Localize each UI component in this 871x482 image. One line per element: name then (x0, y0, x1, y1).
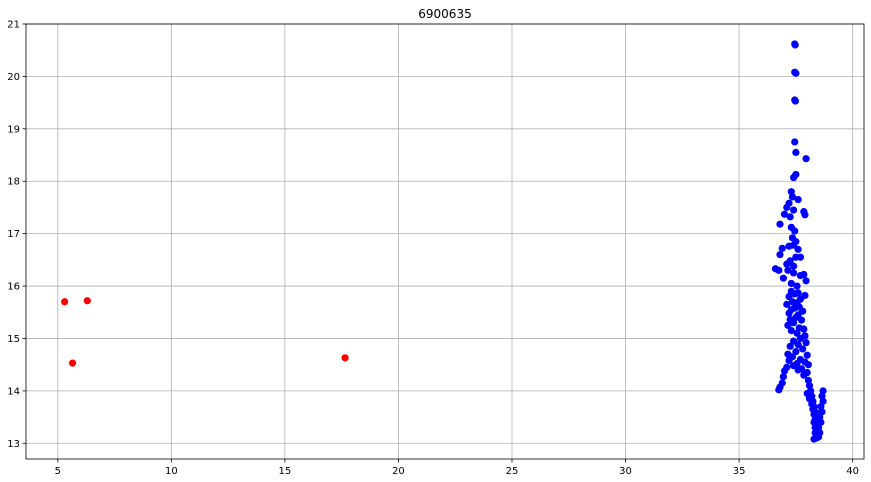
data-point (784, 266, 792, 274)
data-point (793, 329, 801, 337)
data-point (778, 244, 786, 252)
data-point (802, 277, 810, 285)
y-tick-label: 15 (7, 334, 20, 345)
data-point (785, 356, 793, 365)
data-point (789, 173, 798, 182)
data-point (786, 213, 794, 221)
data-point (794, 341, 802, 349)
data-point (775, 386, 783, 394)
series-1 (771, 40, 827, 443)
data-point (796, 253, 805, 261)
data-point (789, 319, 798, 327)
x-tick-label: 5 (55, 466, 61, 477)
data-point (791, 138, 799, 146)
y-tick-label: 17 (7, 229, 20, 240)
y-tick-label: 14 (7, 386, 20, 397)
series-0 (61, 297, 349, 367)
data-points (61, 40, 827, 443)
data-point (802, 155, 810, 163)
data-point (784, 321, 792, 329)
axis-ticks: 5 10 15 20 25 30 35 40 13 14 15 16 17 18 19 20 21 (7, 20, 859, 478)
data-point (791, 290, 799, 298)
data-point (792, 347, 800, 356)
data-point (791, 227, 799, 235)
data-point (785, 292, 793, 301)
x-tick-label: 25 (506, 466, 519, 477)
data-point (785, 242, 793, 250)
data-point (776, 251, 784, 259)
y-tick-label: 13 (7, 439, 20, 450)
data-point (799, 345, 807, 353)
data-point (789, 206, 798, 214)
x-tick-label: 30 (619, 466, 632, 477)
data-point (791, 41, 799, 49)
data-point (785, 309, 793, 317)
data-point (61, 298, 69, 306)
data-point (779, 274, 787, 282)
data-point (789, 269, 798, 277)
data-point (792, 148, 800, 157)
data-point (802, 339, 810, 347)
y-tick-label: 20 (7, 72, 20, 83)
data-point (783, 300, 791, 308)
data-point (800, 325, 808, 333)
data-point (787, 279, 795, 288)
data-point (794, 366, 802, 374)
data-point (776, 220, 784, 228)
data-point (783, 260, 791, 268)
x-tick-label: 20 (392, 466, 405, 477)
x-tick-label: 10 (165, 466, 178, 477)
data-point (796, 334, 805, 343)
y-tick-label: 18 (7, 177, 20, 188)
data-point (789, 362, 798, 370)
data-point (797, 316, 806, 324)
data-point (803, 351, 811, 359)
data-point (786, 342, 794, 350)
data-point (68, 359, 77, 367)
x-tick-label: 35 (733, 466, 746, 477)
x-tick-label: 40 (846, 466, 859, 477)
chart-title: 6900635 (418, 7, 471, 21)
data-point (801, 211, 809, 219)
data-point (792, 69, 800, 77)
data-point (789, 262, 798, 270)
data-point (804, 361, 812, 369)
data-point (794, 245, 802, 253)
y-tick-label: 19 (7, 124, 20, 135)
data-point (800, 371, 808, 379)
data-point (791, 97, 800, 105)
y-tick-label: 21 (7, 20, 20, 31)
y-tick-label: 16 (7, 282, 20, 293)
data-point (819, 387, 827, 395)
data-point (783, 203, 791, 212)
data-point (787, 326, 795, 335)
data-point (788, 193, 797, 201)
data-point (83, 297, 91, 305)
data-point (775, 266, 783, 274)
x-tick-label: 15 (279, 466, 292, 477)
data-point (794, 195, 802, 204)
data-point (341, 354, 349, 362)
data-point (779, 373, 787, 381)
data-point (796, 271, 805, 280)
data-point (780, 367, 789, 375)
plot-frame (25, 23, 865, 460)
data-point (793, 282, 801, 290)
data-point (780, 210, 789, 218)
